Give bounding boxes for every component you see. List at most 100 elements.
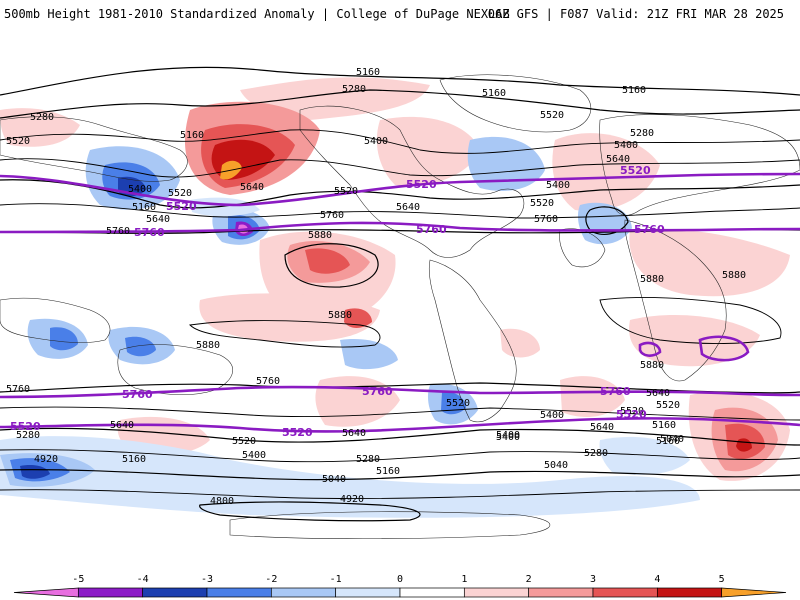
contour-label: 4800 bbox=[210, 496, 234, 507]
map-title: 500mb Height 1981-2010 Standardized Anom… bbox=[4, 7, 510, 21]
anomaly-map: 5160 5280 5160 5160 5280 5520 5160 5400 … bbox=[0, 28, 800, 556]
contour-label: 5640 bbox=[146, 214, 170, 225]
contour-label: 5640 bbox=[590, 422, 614, 433]
contour-label: 5760 bbox=[256, 376, 280, 387]
colorbar-tick-label: 3 bbox=[590, 574, 596, 585]
contour-label: 5160 bbox=[180, 130, 204, 141]
contour-label: 4920 bbox=[340, 494, 364, 505]
colorbar-segment bbox=[335, 587, 401, 598]
contour-label: 5760 bbox=[320, 210, 344, 221]
colorbar-tick-label: -2 bbox=[265, 574, 277, 585]
purple-label: 5760 bbox=[122, 388, 153, 401]
colorbar-tick-label: 0 bbox=[397, 574, 403, 585]
model-run-valid-time: 06Z GFS | F087 Valid: 21Z FRI MAR 28 202… bbox=[487, 7, 784, 21]
purple-contour-labels: 5520 5520 5520 5760 5760 5760 5760 5760 … bbox=[10, 164, 665, 439]
contour-label: 5280 bbox=[630, 128, 654, 139]
colorbar-segment bbox=[656, 587, 723, 598]
contour-label: 5520 bbox=[6, 136, 30, 147]
contour-label: 5880 bbox=[722, 270, 746, 281]
anomaly-colorbar: -5 -4 -3 -2 -1 0 1 2 3 4 5 bbox=[0, 566, 800, 600]
purple-label: 5520 bbox=[166, 200, 197, 213]
contour-label: 5400 bbox=[496, 432, 520, 443]
purple-label: 5760 bbox=[416, 223, 447, 236]
colorbar-segment bbox=[399, 587, 465, 598]
negative-anomaly-shading bbox=[0, 136, 700, 518]
contour-label: 5640 bbox=[240, 182, 264, 193]
contour-label: 5160 bbox=[622, 85, 646, 96]
contour-label: 5040 bbox=[544, 460, 568, 471]
contour-label: 5520 bbox=[334, 186, 358, 197]
contour-label: 5160 bbox=[376, 466, 400, 477]
contour-label: 5520 bbox=[620, 406, 644, 417]
contour-label: 5160 bbox=[356, 67, 380, 78]
colorbar-tick-label: 1 bbox=[461, 574, 467, 585]
contour-label: 5280 bbox=[16, 430, 40, 441]
contour-label: 5400 bbox=[614, 140, 638, 151]
contour-label: 5280 bbox=[30, 112, 54, 123]
height-contours bbox=[0, 66, 800, 522]
colorbar-tick-label: -5 bbox=[72, 574, 84, 585]
colorbar-svg: -5 -4 -3 -2 -1 0 1 2 3 4 5 bbox=[13, 574, 787, 598]
colorbar-segment bbox=[721, 587, 787, 598]
contour-label: 5400 bbox=[546, 180, 570, 191]
contour-label: 4920 bbox=[34, 454, 58, 465]
positive-anomaly-shading bbox=[0, 77, 790, 481]
colorbar-segment bbox=[528, 587, 594, 598]
contour-label: 5880 bbox=[196, 340, 220, 351]
contour-label: 5160 bbox=[122, 454, 146, 465]
purple-label: 5760 bbox=[634, 223, 665, 236]
contour-label: 5640 bbox=[646, 388, 670, 399]
contour-label: 5160 bbox=[482, 88, 506, 99]
contour-label: 5280 bbox=[356, 454, 380, 465]
map-header: 500mb Height 1981-2010 Standardized Anom… bbox=[0, 0, 800, 28]
contour-label: 5280 bbox=[584, 448, 608, 459]
contour-label: 5520 bbox=[232, 436, 256, 447]
contour-label: 5400 bbox=[242, 450, 266, 461]
contour-label: 5640 bbox=[110, 420, 134, 431]
purple-label: 5520 bbox=[406, 178, 437, 191]
colorbar-segment bbox=[77, 587, 144, 598]
contour-label: 5160 bbox=[652, 420, 676, 431]
contour-label: 5880 bbox=[308, 230, 332, 241]
colorbar-segment bbox=[13, 587, 79, 598]
contour-label: 5760 bbox=[534, 214, 558, 225]
contour-label: 5640 bbox=[342, 428, 366, 439]
contour-label: 5520 bbox=[540, 110, 564, 121]
contour-label: 5040 bbox=[660, 434, 684, 445]
purple-label: 5520 bbox=[616, 408, 647, 421]
contour-label: 5400 bbox=[128, 184, 152, 195]
reference-contours-purple bbox=[0, 172, 800, 433]
contour-label: 5040 bbox=[322, 474, 346, 485]
contour-label: 5520 bbox=[168, 188, 192, 199]
contour-label: 5640 bbox=[396, 202, 420, 213]
colorbar-tick-label: 5 bbox=[719, 574, 725, 585]
colorbar-segment bbox=[270, 587, 337, 598]
map-panel: 5160 5280 5160 5160 5280 5520 5160 5400 … bbox=[0, 28, 800, 556]
purple-label: 5760 bbox=[134, 226, 165, 239]
colorbar-tick-label: -1 bbox=[330, 574, 342, 585]
colorbar-tick-label: 2 bbox=[526, 574, 532, 585]
colorbar-tick-label: 4 bbox=[654, 574, 660, 585]
contour-label: 5280 bbox=[342, 84, 366, 95]
contour-label: 5520 bbox=[656, 400, 680, 411]
contour-label: 5880 bbox=[328, 310, 352, 321]
contour-label: 5400 bbox=[364, 136, 388, 147]
colorbar-segment bbox=[142, 587, 208, 598]
contour-label: 5160 bbox=[132, 202, 156, 213]
contour-label: 5160 bbox=[656, 436, 680, 447]
colorbar-segment bbox=[592, 587, 658, 598]
contour-labels: 5160 5280 5160 5160 5280 5520 5160 5400 … bbox=[6, 67, 746, 507]
contour-label: 5760 bbox=[6, 384, 30, 395]
contour-label: 5400 bbox=[496, 430, 520, 441]
colorbar-segment bbox=[206, 587, 272, 598]
contour-label: 5520 bbox=[530, 198, 554, 209]
contour-label: 5880 bbox=[640, 360, 664, 371]
contour-label: 5520 bbox=[446, 398, 470, 409]
purple-label: 5760 bbox=[600, 385, 631, 398]
purple-label: 5520 bbox=[620, 164, 651, 177]
colorbar-tick-label: -4 bbox=[137, 574, 149, 585]
contour-label: 5760 bbox=[106, 226, 130, 237]
purple-label: 5520 bbox=[282, 426, 313, 439]
purple-label: 5760 bbox=[362, 385, 393, 398]
contour-label: 5400 bbox=[540, 410, 564, 421]
